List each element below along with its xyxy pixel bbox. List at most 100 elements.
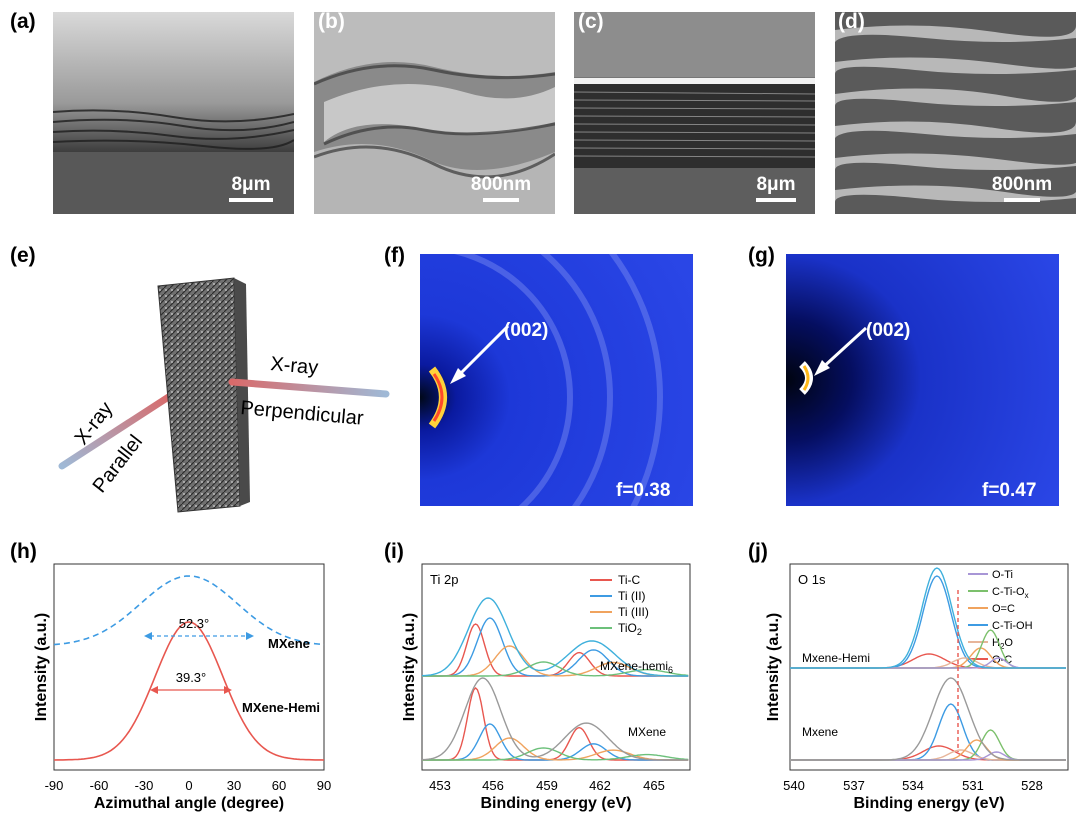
sem-image-c-graphic: [574, 12, 815, 214]
perpendicular-label: Perpendicular: [240, 397, 365, 430]
chart-j-ylabel: Intensity (a.u.): [765, 613, 782, 721]
schematic-e: X-ray Parallel X-ray Perpendicular: [58, 277, 390, 513]
series-label-mxene: MXene: [628, 725, 666, 739]
chart-j-xtick: 537: [843, 778, 865, 793]
chart-i-xticks: 453 456 459 462 465: [429, 778, 665, 793]
legend-entry-tio2: TiO2: [618, 621, 642, 637]
panel-label-d: (d): [838, 10, 865, 33]
scale-bar-b: 800nm: [461, 174, 541, 202]
chart-h-xtick: -90: [45, 778, 64, 793]
xrd-pattern-f-graphic: (002) f=0.38: [420, 254, 693, 506]
panel-label-i: (i): [384, 540, 404, 563]
hemi-envelope: [421, 597, 689, 677]
legend-entry: O-Ti: [992, 569, 1013, 581]
chart-h-xtick: 60: [272, 778, 286, 793]
xrd-g-peak-label: (002): [866, 320, 910, 341]
chart-i-legend: Ti-C Ti (II) Ti (III) TiO2: [590, 573, 649, 637]
chart-j-curves: [790, 567, 1066, 761]
mxene-tio2: [422, 747, 689, 761]
scale-bar-d-label: 800nm: [991, 174, 1053, 195]
legend-entry: Ti (III): [618, 605, 649, 619]
chart-h-xtick: -60: [90, 778, 109, 793]
scale-bar-a: 8μm: [226, 174, 276, 202]
chart-i-title: Ti 2p: [430, 572, 458, 587]
scale-bar-c-label: 8μm: [756, 174, 796, 195]
sem-image-c: 8μm: [574, 12, 815, 214]
legend-entry: C-Ti-OH: [992, 620, 1033, 632]
chart-h-ylabel: Intensity (a.u.): [33, 613, 50, 721]
scale-bar-c: 8μm: [751, 174, 801, 202]
series-line-mxene: [53, 575, 325, 646]
sem-image-b: 800nm: [314, 12, 555, 214]
scale-bar-d: 800nm: [982, 174, 1062, 202]
xrd-pattern-g-graphic: (002) f=0.47: [786, 254, 1059, 506]
chart-j-frame: [789, 563, 1069, 771]
panel-label-c: (c): [578, 10, 604, 33]
chart-j-xlabel: Binding energy (eV): [853, 795, 1004, 812]
sem-image-d: 800nm: [835, 12, 1076, 214]
chart-i-xtick: 459: [536, 778, 558, 793]
xrd-f-value: f=0.38: [616, 480, 670, 501]
chart-i-xtick: 465: [643, 778, 665, 793]
panel-label-f: (f): [384, 244, 405, 267]
chart-i-ylabel: Intensity (a.u.): [401, 613, 418, 721]
chart-i-xtick: 462: [589, 778, 611, 793]
panel-label-j: (j): [748, 540, 768, 563]
chart-h-xlabel: Azimuthal angle (degree): [94, 795, 284, 812]
legend-entry-ctiox: C-Ti-Ox: [992, 586, 1029, 600]
mxene-oti: [790, 751, 1066, 761]
mxene-envelope: [790, 677, 1066, 761]
xrd-pattern-g: (002) f=0.47: [786, 254, 1059, 506]
fwhm-arrowhead-hemi-right: [224, 686, 232, 694]
chart-j-legend: O-Ti C-Ti-Ox O=C C-Ti-OH H2O O-C: [968, 569, 1033, 666]
chart-h: Intensity (a.u.) Azimuthal angle (degree…: [33, 563, 332, 812]
xray-right-label: X-ray: [270, 353, 320, 379]
xrd-f-peak-label: (002): [504, 320, 548, 341]
chart-h-xticks: -90 -60 -30 0 30 60 90: [45, 778, 332, 793]
hemi-envelope: [790, 567, 1066, 669]
mxene-ti-c: [422, 687, 689, 761]
series-label-mxene-hemi: Mxene-Hemi: [802, 651, 870, 665]
panel-label-g: (g): [748, 244, 775, 267]
legend-entry: Ti-C: [618, 573, 641, 587]
sem-image-b-graphic: [314, 12, 555, 214]
chart-j-xtick: 534: [902, 778, 924, 793]
legend-entry-h2o: H2O: [992, 637, 1013, 651]
fwhm-label-mxene-hemi: 39.3°: [176, 670, 207, 685]
series-line-mxene-hemi: [53, 621, 325, 761]
chart-h-xtick: 90: [317, 778, 331, 793]
chart-j-xtick: 528: [1021, 778, 1043, 793]
chart-i-xtick: 456: [482, 778, 504, 793]
chart-i-curves: [421, 597, 689, 761]
chart-i-xtick: 453: [429, 778, 451, 793]
legend-entry: Ti (II): [618, 589, 646, 603]
legend-entry: O=C: [992, 603, 1015, 615]
chart-j-xticks: 540 537 534 531 528: [783, 778, 1043, 793]
chart-h-xtick: 0: [185, 778, 192, 793]
scale-bar-b-label: 800nm: [470, 174, 532, 195]
chart-i: Ti 2p Intensity (a.u.) Binding energy (e…: [401, 563, 691, 812]
sem-image-d-graphic: [835, 12, 1076, 214]
chart-i-xlabel: Binding energy (eV): [480, 795, 631, 812]
sem-image-a: 8μm: [53, 12, 294, 214]
series-label-mxene: Mxene: [802, 725, 838, 739]
fwhm-arrowhead-hemi-left: [150, 686, 158, 694]
scale-bar-a-label: 8μm: [231, 174, 271, 195]
panel-label-e: (e): [10, 244, 36, 267]
fwhm-arrowhead-mxene-right: [246, 632, 254, 640]
chart-j-xtick: 540: [783, 778, 805, 793]
fwhm-label-mxene: 52.3°: [179, 616, 210, 631]
series-label-mxene-hemi: MXene-hemi6: [600, 659, 673, 675]
panel-label-a: (a): [10, 10, 36, 33]
chart-j-xtick: 531: [962, 778, 984, 793]
sem-image-a-graphic: [53, 12, 294, 214]
chart-h-frame: [53, 563, 325, 771]
chart-i-frame: [421, 563, 691, 771]
chart-h-xtick: -30: [135, 778, 154, 793]
series-label-mxene-hemi: MXene-Hemi: [242, 700, 320, 715]
fwhm-arrowhead-mxene-left: [144, 632, 152, 640]
chart-h-xtick: 30: [227, 778, 241, 793]
xrd-g-value: f=0.47: [982, 480, 1036, 501]
mxene-envelope: [421, 677, 689, 761]
chart-j: O 1s Intensity (a.u.) Binding energy (eV…: [765, 563, 1069, 812]
